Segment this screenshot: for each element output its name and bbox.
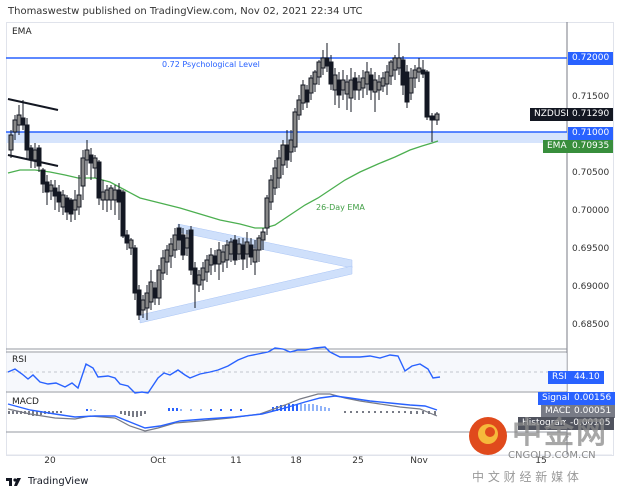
macd-signal-line [7, 393, 438, 432]
ema-line [7, 140, 439, 229]
time-tick: 15 [535, 456, 547, 466]
signal-name-tag: Signal [538, 392, 574, 405]
macd-histogram [8, 404, 436, 417]
price-tick: 0.68500 [572, 320, 610, 330]
cngold-watermark: 中金网 CNGOLD.COM.CN 中 文 财 经 新 媒 体 [462, 402, 622, 496]
watermark-cn-sub: 中 文 财 经 新 媒 体 [472, 470, 579, 484]
time-tick: 20 [44, 456, 56, 466]
channel-top [7, 98, 59, 111]
ema-name-tag: EMA [543, 140, 571, 153]
macd-line [7, 395, 438, 429]
symbol-price-tag: 0.71290 [568, 108, 614, 121]
brand-name: TradingView [28, 476, 89, 487]
rsi-line [7, 346, 441, 394]
watermark-cn-title: 中金网 [512, 416, 608, 451]
tradingview-logo[interactable]: TradingView [6, 476, 88, 487]
time-tick: 18 [290, 456, 302, 466]
candles [8, 43, 440, 320]
level-071-tag: 0.71000 [568, 127, 614, 140]
tradingview-logo-icon [6, 477, 21, 486]
macd-name-tag: MACD [541, 405, 576, 418]
symbol-name-tag: NZDUSD [530, 108, 578, 121]
macd-value-tag: 0.00051 [570, 405, 616, 418]
price-tick: 0.71500 [572, 92, 610, 102]
rsi-value-tag: 44.10 [570, 371, 604, 384]
ema-value-tag: 0.70935 [568, 140, 614, 153]
level-072-tag: 0.72000 [568, 52, 614, 65]
macd-indicator-label[interactable]: MACD [12, 397, 39, 407]
rsi-indicator-label[interactable]: RSI [12, 355, 27, 365]
ema-indicator-label[interactable]: EMA [12, 27, 32, 37]
time-tick: Nov [410, 456, 428, 466]
time-tick: 11 [230, 456, 242, 466]
ema-annotation: 26-Day EMA [316, 203, 365, 212]
psych-level-annotation: 0.72 Psychological Level [162, 60, 260, 69]
time-tick: 25 [352, 456, 364, 466]
watermark-domain: CNGOLD.COM.CN [508, 450, 596, 461]
rsi-name-tag: RSI [548, 371, 571, 384]
signal-value-tag: 0.00156 [570, 392, 616, 405]
price-tick: 0.70500 [572, 168, 610, 178]
price-tick: 0.69500 [572, 244, 610, 254]
triangle-lower-band [139, 265, 353, 324]
triangle-upper-band [177, 223, 353, 269]
price-tick: 0.69000 [572, 282, 610, 292]
histogram-value-tag: -0.00105 [566, 417, 615, 430]
cngold-logo-icon [469, 417, 507, 455]
histogram-name-tag: Histogram [518, 417, 573, 430]
time-tick: Oct [150, 456, 166, 466]
publish-info: Thomaswestw published on TradingView.com… [8, 6, 363, 17]
price-tick: 0.70000 [572, 206, 610, 216]
